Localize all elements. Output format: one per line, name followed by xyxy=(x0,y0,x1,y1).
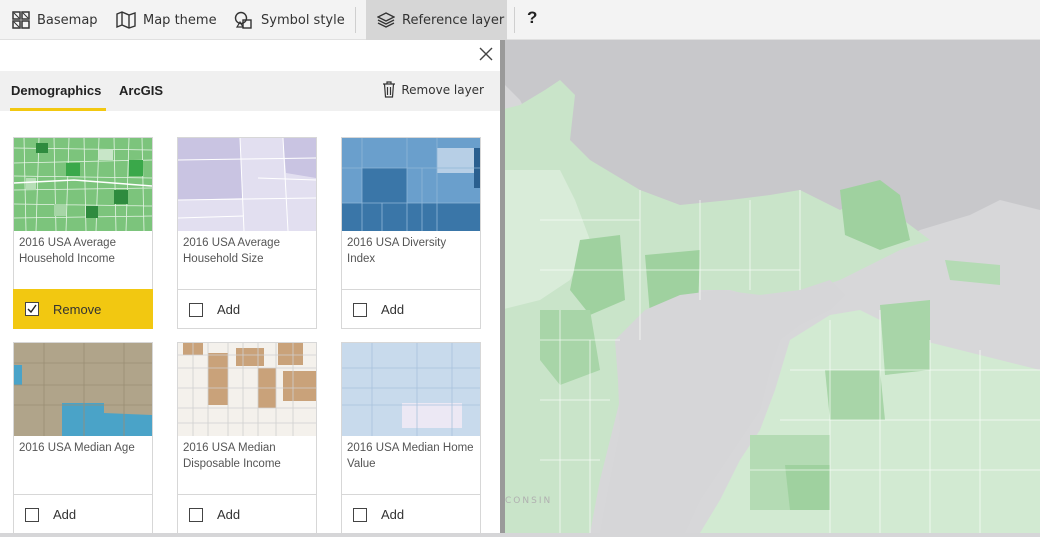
map-graphic: CONSIN xyxy=(500,40,1040,533)
reference-layer-label: Reference layer xyxy=(402,12,505,28)
add-layer-toggle[interactable]: Add xyxy=(177,494,317,533)
action-label: Add xyxy=(217,302,241,317)
map-theme-icon xyxy=(116,11,136,29)
layer-thumbnail xyxy=(14,138,152,231)
layer-title: 2016 USA Median Disposable Income xyxy=(183,442,281,470)
trash-icon xyxy=(383,81,396,98)
layer-title: 2016 USA Median Age xyxy=(19,442,135,454)
checkbox-unchecked[interactable] xyxy=(25,507,39,522)
map-theme-button[interactable]: Map theme xyxy=(116,0,217,40)
checkbox-checked[interactable] xyxy=(25,302,39,316)
layer-title: 2016 USA Average Household Income xyxy=(19,237,116,265)
tab-selected-indicator xyxy=(10,108,106,111)
layers-icon xyxy=(377,12,395,28)
symbol-style-icon xyxy=(234,11,252,29)
checkbox-unchecked[interactable] xyxy=(189,507,203,522)
layer-thumbnail xyxy=(178,138,316,231)
layer-card[interactable]: 2016 USA Median Age Add xyxy=(13,342,153,533)
layer-source-tabs: Demographics ArcGIS Remove layer xyxy=(0,71,500,111)
basemap-label: Basemap xyxy=(37,12,98,28)
remove-layer-label: Remove layer xyxy=(401,82,484,97)
basemap-icon xyxy=(12,11,30,29)
layer-title: 2016 USA Median Home Value xyxy=(347,442,474,470)
symbol-style-button[interactable]: Symbol style xyxy=(234,0,345,40)
action-label: Add xyxy=(53,507,77,522)
map-canvas[interactable]: CONSIN xyxy=(500,40,1040,533)
layer-title: 2016 USA Average Household Size xyxy=(183,237,280,265)
layer-card[interactable]: 2016 USA Average Household Income Remove xyxy=(13,137,153,329)
add-layer-toggle[interactable]: Add xyxy=(13,494,153,533)
map-theme-label: Map theme xyxy=(143,12,217,28)
checkbox-unchecked[interactable] xyxy=(353,302,367,317)
action-label: Add xyxy=(217,507,241,522)
add-layer-toggle[interactable]: Add xyxy=(341,289,481,329)
map-watermark: CONSIN xyxy=(505,496,552,506)
tab-demographics[interactable]: Demographics xyxy=(11,83,102,98)
checkbox-unchecked[interactable] xyxy=(189,302,203,317)
reference-layer-button[interactable]: Reference layer xyxy=(366,0,507,40)
layer-card[interactable]: 2016 USA Median Disposable Income Add xyxy=(177,342,317,533)
layer-thumbnail xyxy=(14,343,152,436)
layer-card[interactable]: 2016 USA Diversity Index Add xyxy=(341,137,481,329)
action-label: Remove xyxy=(53,301,102,317)
help-button[interactable]: ? xyxy=(527,8,538,27)
add-layer-toggle[interactable]: Add xyxy=(177,289,317,329)
close-icon[interactable] xyxy=(478,46,494,62)
remove-layer-toggle[interactable]: Remove xyxy=(13,289,153,329)
layer-thumbnail xyxy=(178,343,316,436)
remove-layer-button[interactable]: Remove layer xyxy=(382,81,484,98)
toolbar-divider xyxy=(514,7,515,33)
symbol-style-label: Symbol style xyxy=(261,12,345,28)
layer-card[interactable]: 2016 USA Average Household Size Add xyxy=(177,137,317,329)
checkbox-unchecked[interactable] xyxy=(353,507,367,522)
tab-arcgis[interactable]: ArcGIS xyxy=(119,83,164,98)
action-label: Add xyxy=(381,302,405,317)
toolbar-divider xyxy=(355,7,356,33)
action-label: Add xyxy=(381,507,405,522)
basemap-button[interactable]: Basemap xyxy=(12,0,98,40)
layer-title: 2016 USA Diversity Index xyxy=(347,237,447,265)
layer-card[interactable]: 2016 USA Median Home Value Add xyxy=(341,342,481,533)
add-layer-toggle[interactable]: Add xyxy=(341,494,481,533)
layer-thumbnail xyxy=(342,343,480,436)
reference-layer-panel: Demographics ArcGIS Remove layer xyxy=(0,40,505,533)
layer-thumbnail xyxy=(342,138,480,231)
checkmark-icon xyxy=(27,304,37,314)
toolbar: Basemap Map theme Symbol style Reference… xyxy=(0,0,1040,40)
